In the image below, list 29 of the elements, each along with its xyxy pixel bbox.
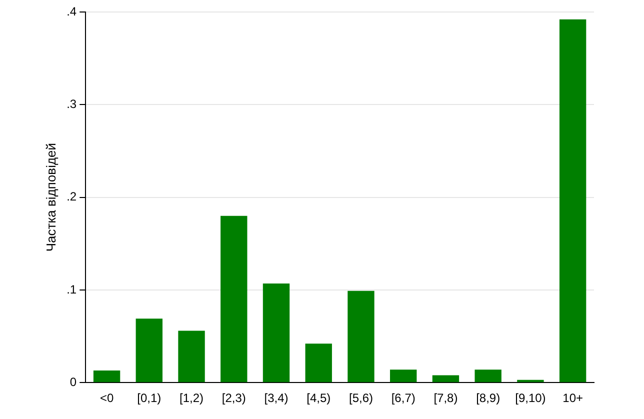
bar <box>474 370 502 382</box>
bar <box>262 283 290 382</box>
x-tick-label: [2,3) <box>222 391 246 406</box>
x-tick-label: [8,9) <box>476 391 500 406</box>
bar <box>305 344 332 382</box>
bar <box>136 318 162 382</box>
y-tick-label: 0 <box>70 374 77 389</box>
bar <box>348 290 374 382</box>
bar <box>432 375 460 382</box>
x-tick-label: [7,8) <box>434 391 458 406</box>
bar <box>178 330 205 382</box>
x-tick-label: [6,7) <box>391 391 416 406</box>
x-tick-label: [1,2) <box>180 391 204 406</box>
x-tick-label: [5,6) <box>348 391 373 406</box>
x-tick-label: [3,4) <box>264 391 288 406</box>
bar <box>390 370 417 382</box>
bar <box>220 216 248 382</box>
y-tick-label: .4 <box>66 4 77 18</box>
x-tick-label: <0 <box>100 391 114 406</box>
y-axis-title: Частка відповідей <box>43 142 58 252</box>
y-tick-label: .3 <box>66 96 77 111</box>
x-tick-label: [9,10) <box>515 391 546 406</box>
bar <box>93 370 120 382</box>
y-tick-label: .2 <box>66 190 77 204</box>
x-tick-label: [4,5) <box>306 391 331 406</box>
x-tick-label: 10+ <box>562 391 583 406</box>
bar <box>559 19 586 382</box>
y-tick-label: .1 <box>66 282 77 296</box>
x-tick-label: [0,1) <box>137 391 162 406</box>
